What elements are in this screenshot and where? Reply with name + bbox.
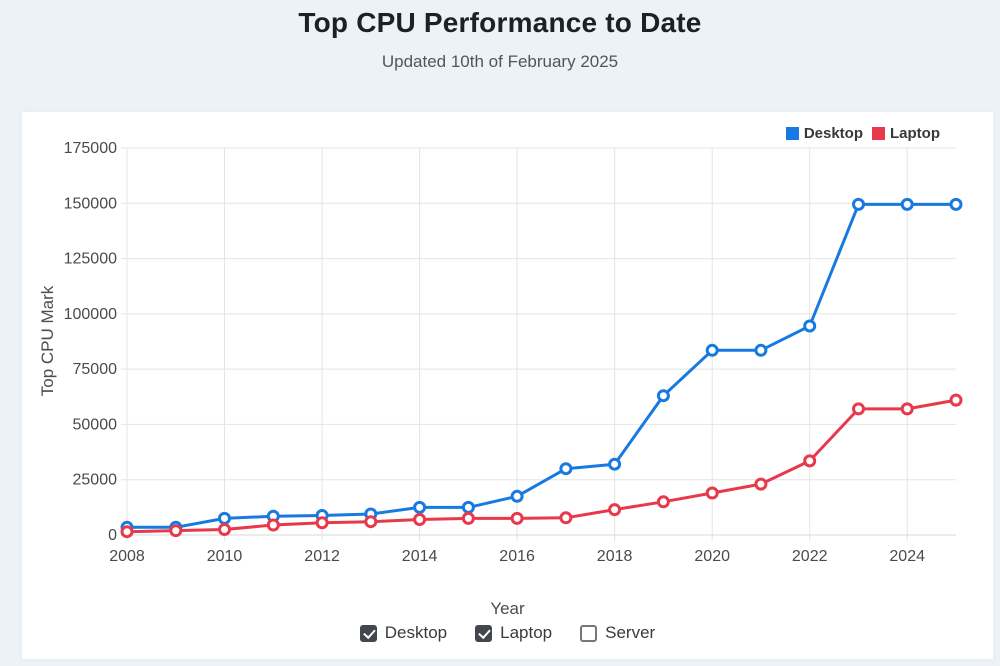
svg-text:75000: 75000	[73, 361, 118, 378]
svg-text:2012: 2012	[304, 548, 340, 565]
legend-label-desktop: Desktop	[803, 125, 863, 142]
toggle-server[interactable]: Server	[580, 623, 655, 643]
svg-text:50000: 50000	[73, 416, 118, 433]
server-checkbox-label: Server	[605, 623, 656, 642]
svg-text:2010: 2010	[207, 548, 243, 565]
svg-text:125000: 125000	[64, 251, 117, 268]
page-header: Top CPU Performance to Date Updated 10th…	[0, 7, 1000, 72]
toggle-laptop[interactable]: Laptop	[475, 623, 552, 643]
cpu-performance-chart: 0 25000 50000 75000 100000 125000 150000 175000…	[64, 140, 963, 565]
svg-text:150000: 150000	[64, 195, 117, 212]
svg-text:2016: 2016	[499, 548, 535, 565]
toggle-desktop[interactable]: Desktop	[359, 623, 448, 643]
svg-text:2014: 2014	[402, 548, 438, 565]
legend-item-desktop[interactable]: Desktop	[785, 125, 863, 142]
page-title: Top CPU Performance to Date	[298, 7, 702, 38]
svg-text:100000: 100000	[64, 306, 117, 323]
svg-text:2022: 2022	[792, 548, 828, 565]
desktop-checkbox[interactable]	[359, 624, 377, 642]
laptop-checkbox-label: Laptop	[500, 623, 553, 642]
desktop-legend-swatch-icon	[785, 127, 799, 140]
server-checkbox[interactable]	[580, 624, 598, 642]
laptop-checkbox[interactable]	[475, 624, 493, 642]
svg-text:175000: 175000	[64, 140, 117, 157]
svg-text:2024: 2024	[889, 548, 925, 565]
x-axis-title: Year	[490, 599, 525, 618]
desktop-checkbox-label: Desktop	[384, 623, 448, 642]
svg-text:2018: 2018	[597, 548, 633, 565]
laptop-legend-swatch-icon	[872, 127, 885, 140]
svg-text:2020: 2020	[694, 548, 730, 565]
chart-legend: Desktop Laptop	[785, 125, 940, 142]
page-subtitle: Updated 10th of February 2025	[381, 52, 619, 71]
series-toggles: Desktop Laptop Server	[22, 623, 993, 643]
svg-text:0: 0	[108, 527, 117, 544]
svg-text:25000: 25000	[73, 472, 118, 489]
chart-panel: 0 25000 50000 75000 100000 125000 150000 175000…	[22, 112, 993, 659]
legend-item-laptop[interactable]: Laptop	[872, 125, 940, 142]
legend-label-laptop: Laptop	[890, 125, 940, 142]
svg-text:2008: 2008	[109, 548, 145, 565]
